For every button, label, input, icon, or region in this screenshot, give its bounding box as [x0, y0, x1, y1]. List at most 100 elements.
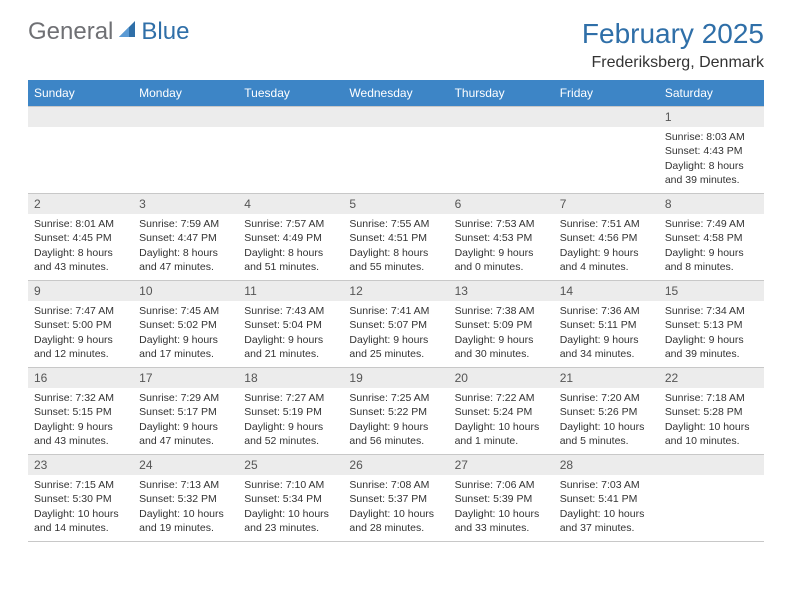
day-info: Sunrise: 7:45 AMSunset: 5:02 PMDaylight:… [133, 301, 238, 365]
day-daylight2: and 52 minutes. [244, 434, 337, 448]
page-title: February 2025 [582, 18, 764, 50]
day-sunset: Sunset: 5:26 PM [560, 405, 653, 419]
day-sunrise: Sunrise: 7:32 AM [34, 391, 127, 405]
day-daylight2: and 30 minutes. [455, 347, 548, 361]
calendar-cell [343, 107, 448, 193]
day-daylight1: Daylight: 10 hours [244, 507, 337, 521]
day-number: 6 [449, 194, 554, 214]
day-sunrise: Sunrise: 7:06 AM [455, 478, 548, 492]
day-number-empty [659, 455, 764, 475]
day-info: Sunrise: 7:51 AMSunset: 4:56 PMDaylight:… [554, 214, 659, 278]
calendar-cell: 17Sunrise: 7:29 AMSunset: 5:17 PMDayligh… [133, 368, 238, 454]
day-info: Sunrise: 7:18 AMSunset: 5:28 PMDaylight:… [659, 388, 764, 452]
day-info: Sunrise: 7:53 AMSunset: 4:53 PMDaylight:… [449, 214, 554, 278]
day-sunrise: Sunrise: 7:22 AM [455, 391, 548, 405]
day-sunrise: Sunrise: 7:47 AM [34, 304, 127, 318]
calendar-cell: 19Sunrise: 7:25 AMSunset: 5:22 PMDayligh… [343, 368, 448, 454]
day-number: 23 [28, 455, 133, 475]
day-sunrise: Sunrise: 8:03 AM [665, 130, 758, 144]
day-daylight2: and 23 minutes. [244, 521, 337, 535]
day-sunrise: Sunrise: 7:34 AM [665, 304, 758, 318]
day-daylight2: and 43 minutes. [34, 434, 127, 448]
day-sunrise: Sunrise: 7:29 AM [139, 391, 232, 405]
day-daylight1: Daylight: 8 hours [349, 246, 442, 260]
day-sunset: Sunset: 5:37 PM [349, 492, 442, 506]
logo: General Blue [28, 18, 189, 46]
day-daylight2: and 4 minutes. [560, 260, 653, 274]
day-daylight2: and 33 minutes. [455, 521, 548, 535]
day-sunrise: Sunrise: 7:43 AM [244, 304, 337, 318]
calendar-cell: 21Sunrise: 7:20 AMSunset: 5:26 PMDayligh… [554, 368, 659, 454]
day-daylight2: and 39 minutes. [665, 347, 758, 361]
day-info: Sunrise: 7:49 AMSunset: 4:58 PMDaylight:… [659, 214, 764, 278]
day-daylight2: and 8 minutes. [665, 260, 758, 274]
day-sunset: Sunset: 4:49 PM [244, 231, 337, 245]
day-info: Sunrise: 7:57 AMSunset: 4:49 PMDaylight:… [238, 214, 343, 278]
day-daylight2: and 0 minutes. [455, 260, 548, 274]
day-daylight1: Daylight: 9 hours [34, 420, 127, 434]
calendar-row: 16 Sunrise: 7:32 AMSunset: 5:15 PMDayligh… [28, 368, 764, 455]
calendar-cell: 7Sunrise: 7:51 AMSunset: 4:56 PMDaylight… [554, 194, 659, 280]
day-number: 3 [133, 194, 238, 214]
calendar-cell [238, 107, 343, 193]
day-daylight2: and 5 minutes. [560, 434, 653, 448]
day-daylight1: Daylight: 9 hours [455, 246, 548, 260]
day-info: Sunrise: 8:03 AMSunset: 4:43 PMDaylight:… [659, 127, 764, 191]
day-daylight1: Daylight: 10 hours [34, 507, 127, 521]
day-daylight1: Daylight: 9 hours [560, 333, 653, 347]
day-info: Sunrise: 7:25 AMSunset: 5:22 PMDaylight:… [343, 388, 448, 452]
day-sunrise: Sunrise: 7:18 AM [665, 391, 758, 405]
logo-text-blue: Blue [141, 18, 189, 46]
day-daylight2: and 47 minutes. [139, 434, 232, 448]
day-sunset: Sunset: 4:47 PM [139, 231, 232, 245]
day-number: 9 [28, 281, 133, 301]
day-sunset: Sunset: 5:19 PM [244, 405, 337, 419]
day-info: Sunrise: 7:59 AMSunset: 4:47 PMDaylight:… [133, 214, 238, 278]
day-number: 13 [449, 281, 554, 301]
day-daylight1: Daylight: 8 hours [665, 159, 758, 173]
day-sunset: Sunset: 5:15 PM [34, 405, 127, 419]
logo-text-general: General [28, 18, 113, 46]
day-sunset: Sunset: 5:30 PM [34, 492, 127, 506]
day-sunset: Sunset: 5:07 PM [349, 318, 442, 332]
calendar-cell: 20Sunrise: 7:22 AMSunset: 5:24 PMDayligh… [449, 368, 554, 454]
calendar-cell: 8Sunrise: 7:49 AMSunset: 4:58 PMDaylight… [659, 194, 764, 280]
day-sunrise: Sunrise: 7:59 AM [139, 217, 232, 231]
day-number: 19 [343, 368, 448, 388]
day-info: Sunrise: 7:20 AMSunset: 5:26 PMDaylight:… [554, 388, 659, 452]
day-sunset: Sunset: 4:43 PM [665, 144, 758, 158]
day-sunset: Sunset: 4:58 PM [665, 231, 758, 245]
calendar-cell: 2Sunrise: 8:01 AMSunset: 4:45 PMDaylight… [28, 194, 133, 280]
calendar-cell: 1Sunrise: 8:03 AMSunset: 4:43 PMDaylight… [659, 107, 764, 193]
day-daylight2: and 51 minutes. [244, 260, 337, 274]
day-info: Sunrise: 8:01 AMSunset: 4:45 PMDaylight:… [28, 214, 133, 278]
day-number-empty [554, 107, 659, 127]
day-sunrise: Sunrise: 7:10 AM [244, 478, 337, 492]
day-number: 16 [28, 368, 133, 388]
day-number: 26 [343, 455, 448, 475]
calendar-row: 9Sunrise: 7:47 AMSunset: 5:00 PMDaylight… [28, 281, 764, 368]
calendar-cell: 16 Sunrise: 7:32 AMSunset: 5:15 PMDayligh… [28, 368, 133, 454]
day-sunset: Sunset: 5:34 PM [244, 492, 337, 506]
day-number-empty [449, 107, 554, 127]
day-info: Sunrise: 7:34 AMSunset: 5:13 PMDaylight:… [659, 301, 764, 365]
day-daylight1: Daylight: 9 hours [244, 333, 337, 347]
day-info: Sunrise: 7:13 AMSunset: 5:32 PMDaylight:… [133, 475, 238, 539]
day-sunset: Sunset: 5:04 PM [244, 318, 337, 332]
day-sunrise: Sunrise: 7:51 AM [560, 217, 653, 231]
col-saturday: Saturday [659, 80, 764, 106]
day-number: 7 [554, 194, 659, 214]
calendar-cell [554, 107, 659, 193]
col-wednesday: Wednesday [343, 80, 448, 106]
day-sunset: Sunset: 5:22 PM [349, 405, 442, 419]
calendar-cell: 5Sunrise: 7:55 AMSunset: 4:51 PMDaylight… [343, 194, 448, 280]
col-monday: Monday [133, 80, 238, 106]
day-number: 8 [659, 194, 764, 214]
day-sunset: Sunset: 4:53 PM [455, 231, 548, 245]
calendar-cell: 27Sunrise: 7:06 AMSunset: 5:39 PMDayligh… [449, 455, 554, 541]
day-sunrise: Sunrise: 7:53 AM [455, 217, 548, 231]
day-info: Sunrise: 7:22 AMSunset: 5:24 PMDaylight:… [449, 388, 554, 452]
calendar-header-row: Sunday Monday Tuesday Wednesday Thursday… [28, 80, 764, 106]
header: General Blue February 2025 Frederiksberg… [0, 0, 792, 80]
calendar: Sunday Monday Tuesday Wednesday Thursday… [0, 80, 792, 542]
